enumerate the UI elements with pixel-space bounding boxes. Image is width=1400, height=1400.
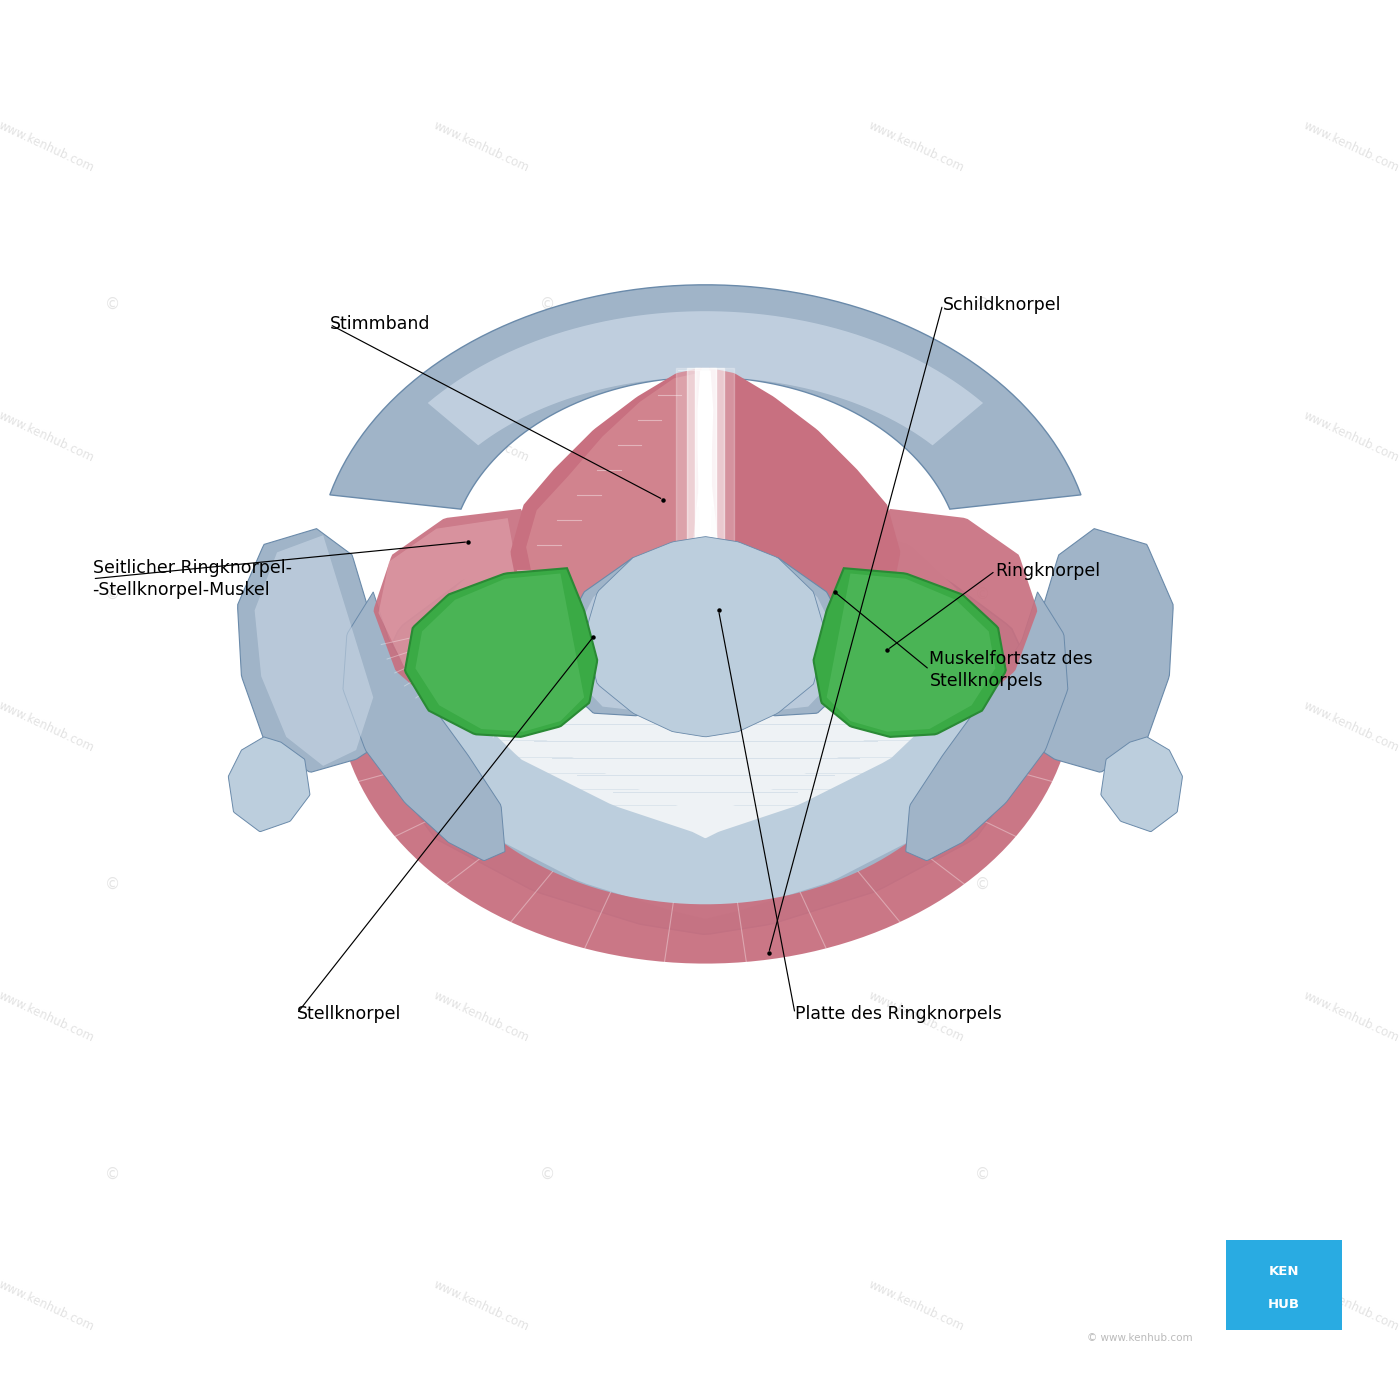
Polygon shape — [710, 368, 900, 627]
Polygon shape — [405, 568, 598, 736]
Text: www.kenhub.com: www.kenhub.com — [1302, 988, 1400, 1044]
Text: www.kenhub.com: www.kenhub.com — [867, 699, 966, 755]
Polygon shape — [342, 725, 1068, 963]
Text: ©: © — [539, 297, 554, 312]
Text: www.kenhub.com: www.kenhub.com — [867, 1278, 966, 1334]
Polygon shape — [526, 374, 697, 622]
Text: www.kenhub.com: www.kenhub.com — [1302, 119, 1400, 174]
Polygon shape — [827, 508, 1037, 729]
Text: Stimmband: Stimmband — [330, 315, 430, 333]
Text: ©: © — [105, 876, 120, 892]
Text: ©: © — [974, 876, 990, 892]
Text: www.kenhub.com: www.kenhub.com — [0, 699, 97, 755]
Polygon shape — [826, 574, 995, 732]
Text: www.kenhub.com: www.kenhub.com — [867, 988, 966, 1044]
Text: www.kenhub.com: www.kenhub.com — [0, 119, 97, 174]
Text: www.kenhub.com: www.kenhub.com — [0, 1278, 97, 1334]
Polygon shape — [511, 368, 701, 627]
Polygon shape — [228, 736, 309, 832]
Text: Schildknorpel: Schildknorpel — [942, 295, 1061, 314]
Polygon shape — [574, 561, 666, 711]
Text: www.kenhub.com: www.kenhub.com — [431, 699, 531, 755]
Polygon shape — [374, 508, 584, 729]
FancyBboxPatch shape — [1226, 1240, 1343, 1330]
Text: www.kenhub.com: www.kenhub.com — [0, 988, 97, 1044]
Polygon shape — [370, 526, 1040, 934]
Polygon shape — [1022, 529, 1173, 771]
Text: ©: © — [539, 876, 554, 892]
Text: Seitlicher Ringknorpel-
-Stellknorpel-Muskel: Seitlicher Ringknorpel- -Stellknorpel-Mu… — [92, 559, 291, 599]
Text: www.kenhub.com: www.kenhub.com — [1302, 409, 1400, 465]
Polygon shape — [906, 592, 1068, 861]
Polygon shape — [813, 568, 1005, 736]
Text: www.kenhub.com: www.kenhub.com — [431, 1278, 531, 1334]
Polygon shape — [479, 515, 931, 819]
Text: ©: © — [974, 1168, 990, 1182]
Text: www.kenhub.com: www.kenhub.com — [867, 119, 966, 174]
Polygon shape — [697, 371, 713, 568]
Text: www.kenhub.com: www.kenhub.com — [431, 409, 531, 465]
Polygon shape — [416, 574, 584, 732]
Text: KEN: KEN — [1268, 1266, 1299, 1278]
Text: ©: © — [539, 1168, 554, 1182]
Text: Stellknorpel: Stellknorpel — [297, 1005, 402, 1022]
Text: ©: © — [105, 297, 120, 312]
Polygon shape — [739, 557, 850, 715]
Polygon shape — [343, 592, 505, 861]
Polygon shape — [560, 557, 672, 715]
Polygon shape — [238, 529, 389, 771]
Text: www.kenhub.com: www.kenhub.com — [431, 119, 531, 174]
Text: www.kenhub.com: www.kenhub.com — [1302, 699, 1400, 755]
Polygon shape — [330, 284, 1081, 510]
Text: ©: © — [974, 587, 990, 602]
Text: ©: © — [974, 297, 990, 312]
Polygon shape — [428, 311, 983, 445]
Text: ©: © — [105, 1168, 120, 1182]
Text: © www.kenhub.com: © www.kenhub.com — [1088, 1333, 1193, 1343]
Text: www.kenhub.com: www.kenhub.com — [431, 988, 531, 1044]
Polygon shape — [584, 536, 826, 736]
Polygon shape — [435, 505, 974, 839]
Polygon shape — [1100, 736, 1183, 832]
Text: www.kenhub.com: www.kenhub.com — [867, 409, 966, 465]
Text: www.kenhub.com: www.kenhub.com — [0, 409, 97, 465]
Text: Platte des Ringknorpels: Platte des Ringknorpels — [795, 1005, 1002, 1022]
Text: www.kenhub.com: www.kenhub.com — [1302, 1278, 1400, 1334]
Text: Muskelfortsatz des
Stellknorpels: Muskelfortsatz des Stellknorpels — [930, 650, 1093, 690]
Text: ©: © — [105, 587, 120, 602]
Polygon shape — [378, 518, 545, 724]
Polygon shape — [421, 539, 988, 918]
Text: HUB: HUB — [1268, 1298, 1301, 1312]
Polygon shape — [745, 561, 837, 711]
Text: Ringknorpel: Ringknorpel — [995, 561, 1100, 580]
Polygon shape — [255, 535, 374, 766]
Text: ©: © — [539, 587, 554, 602]
